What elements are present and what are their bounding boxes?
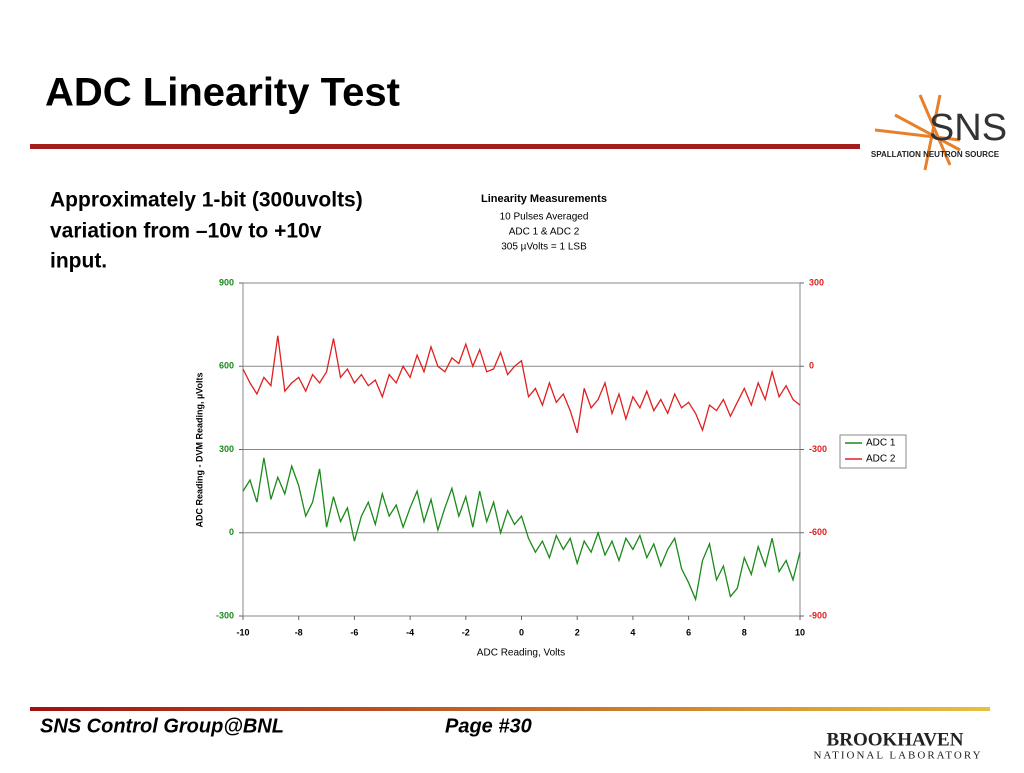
slide-title: ADC Linearity Test bbox=[45, 71, 400, 115]
bnl-logo: BROOKHAVEN bbox=[827, 729, 964, 750]
x-tick-label: -2 bbox=[462, 627, 470, 637]
chart-subtitle: ADC 1 & ADC 2 bbox=[509, 227, 580, 238]
x-tick-label: 2 bbox=[575, 627, 580, 637]
x-tick-label: -10 bbox=[236, 627, 249, 637]
y2-tick-label: 0 bbox=[809, 361, 814, 371]
legend-label: ADC 2 bbox=[866, 454, 896, 465]
x-tick-label: 4 bbox=[630, 627, 635, 637]
x-tick-label: 10 bbox=[795, 627, 805, 637]
body-line: variation from –10v to +10v bbox=[50, 220, 322, 243]
chart-subtitle: 10 Pulses Averaged bbox=[500, 212, 589, 223]
sns-text: SNS bbox=[929, 107, 1007, 149]
x-tick-label: -8 bbox=[295, 627, 303, 637]
legend-box bbox=[839, 434, 907, 469]
footer-rule bbox=[30, 707, 990, 711]
body-line: Approximately 1-bit (300uvolts) bbox=[50, 189, 363, 212]
x-tick-label: -4 bbox=[406, 627, 414, 637]
y-tick-label: -300 bbox=[216, 610, 234, 620]
sns-logo: SNS SPALLATION NEUTRON SOURCE bbox=[871, 94, 1007, 171]
x-tick-label: 0 bbox=[519, 627, 524, 637]
page-number: Page #30 bbox=[445, 715, 532, 737]
x-axis-label: ADC Reading, Volts bbox=[477, 648, 565, 659]
body-line: input. bbox=[50, 250, 107, 273]
y-tick-label: 0 bbox=[229, 527, 234, 537]
x-tick-label: -6 bbox=[350, 627, 358, 637]
y-axis-label: ADC Reading - DVM Reading, µVolts bbox=[194, 372, 204, 527]
series-line bbox=[242, 457, 801, 602]
y-tick-label: 900 bbox=[219, 277, 234, 287]
sns-subtext: SPALLATION NEUTRON SOURCE bbox=[871, 150, 1000, 159]
y2-tick-label: -300 bbox=[809, 444, 827, 454]
y2-tick-label: -600 bbox=[809, 527, 827, 537]
x-tick-label: 8 bbox=[742, 627, 747, 637]
x-tick-label: 6 bbox=[686, 627, 691, 637]
chart-subtitle: 305 µVolts = 1 LSB bbox=[501, 242, 587, 253]
y2-tick-label: 300 bbox=[809, 277, 824, 287]
title-rule bbox=[30, 144, 860, 149]
chart-title: Linearity Measurements bbox=[481, 193, 607, 205]
series-line bbox=[242, 335, 801, 434]
bnl-subtext: NATIONAL LABORATORY bbox=[813, 750, 982, 762]
legend-label: ADC 1 bbox=[866, 438, 896, 449]
y2-tick-label: -900 bbox=[809, 610, 827, 620]
y-tick-label: 300 bbox=[219, 444, 234, 454]
y-tick-label: 600 bbox=[219, 361, 234, 371]
footer-text: SNS Control Group@BNL bbox=[40, 715, 284, 737]
